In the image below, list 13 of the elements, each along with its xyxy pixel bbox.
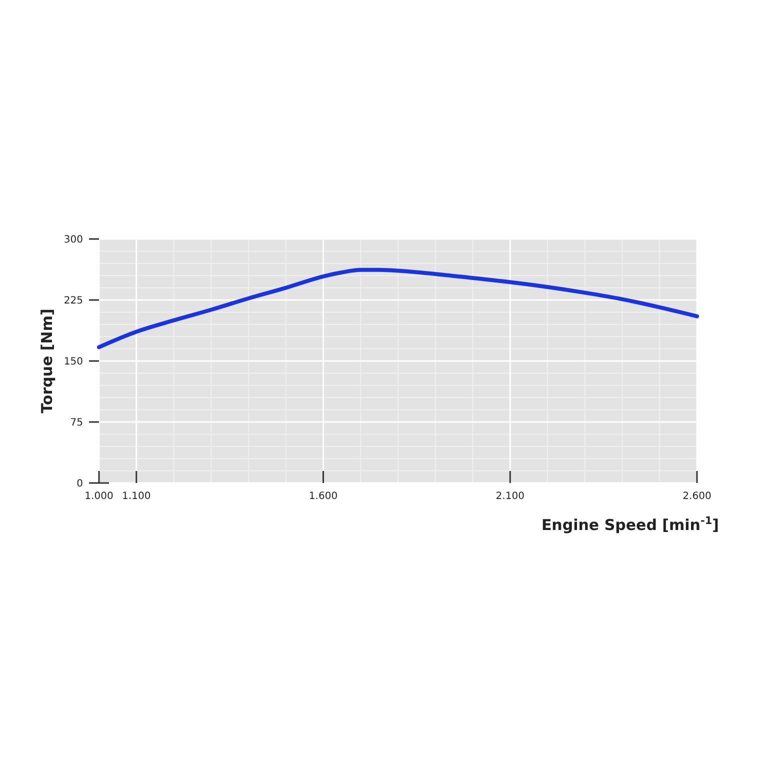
x-tick-label: 1.000	[84, 491, 114, 502]
x-tick-label: 1.600	[308, 491, 338, 502]
x-tick-label: 1.100	[122, 491, 151, 502]
x-tick-label: 2.100	[496, 491, 524, 502]
y-tick-label: 0	[76, 478, 83, 490]
y-tick-label: 225	[64, 296, 83, 306]
y-tick-label: 75	[70, 418, 83, 428]
x-tick-label: 2.600	[682, 491, 712, 502]
line-series	[97, 268, 699, 350]
y-tick-label: 300	[64, 234, 83, 246]
x-axis-title: Engine Speed [min$^{-1}$]	[541, 515, 719, 534]
y-axis-title: Torque [Nm]	[38, 308, 56, 414]
y-tick-label: 150	[64, 356, 83, 368]
